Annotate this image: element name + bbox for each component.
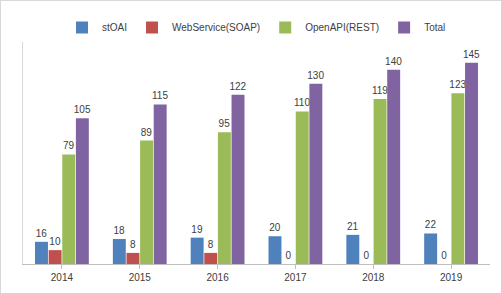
svg-text:115: 115 — [152, 90, 168, 101]
svg-text:22: 22 — [425, 219, 437, 230]
svg-text:OpenAPI(REST): OpenAPI(REST) — [305, 22, 379, 33]
svg-text:130: 130 — [307, 70, 324, 81]
svg-text:79: 79 — [63, 140, 75, 151]
svg-text:stOAI: stOAI — [102, 22, 127, 33]
svg-text:123: 123 — [449, 79, 466, 90]
svg-text:8: 8 — [208, 239, 214, 250]
svg-text:16: 16 — [36, 228, 48, 239]
svg-text:19: 19 — [191, 224, 203, 235]
svg-text:10: 10 — [49, 236, 61, 247]
svg-text:145: 145 — [463, 49, 480, 60]
svg-text:105: 105 — [74, 104, 91, 115]
svg-text:2017: 2017 — [284, 272, 307, 283]
svg-text:0: 0 — [286, 250, 292, 261]
svg-text:21: 21 — [347, 221, 359, 232]
svg-text:2018: 2018 — [362, 272, 385, 283]
svg-text:122: 122 — [229, 81, 246, 92]
svg-text:0: 0 — [441, 250, 447, 261]
svg-text:8: 8 — [130, 239, 136, 250]
svg-text:95: 95 — [219, 118, 231, 129]
svg-text:2019: 2019 — [440, 272, 463, 283]
svg-text:2016: 2016 — [206, 272, 229, 283]
svg-text:2014: 2014 — [51, 272, 74, 283]
svg-text:2015: 2015 — [129, 272, 152, 283]
svg-text:110: 110 — [294, 97, 310, 108]
svg-text:140: 140 — [385, 56, 402, 67]
svg-text:WebService(SOAP): WebService(SOAP) — [172, 22, 260, 33]
svg-text:89: 89 — [141, 127, 153, 138]
svg-text:18: 18 — [114, 225, 126, 236]
svg-text:0: 0 — [363, 250, 369, 261]
svg-text:20: 20 — [269, 222, 281, 233]
svg-text:119: 119 — [372, 85, 388, 96]
svg-text:Total: Total — [424, 22, 445, 33]
